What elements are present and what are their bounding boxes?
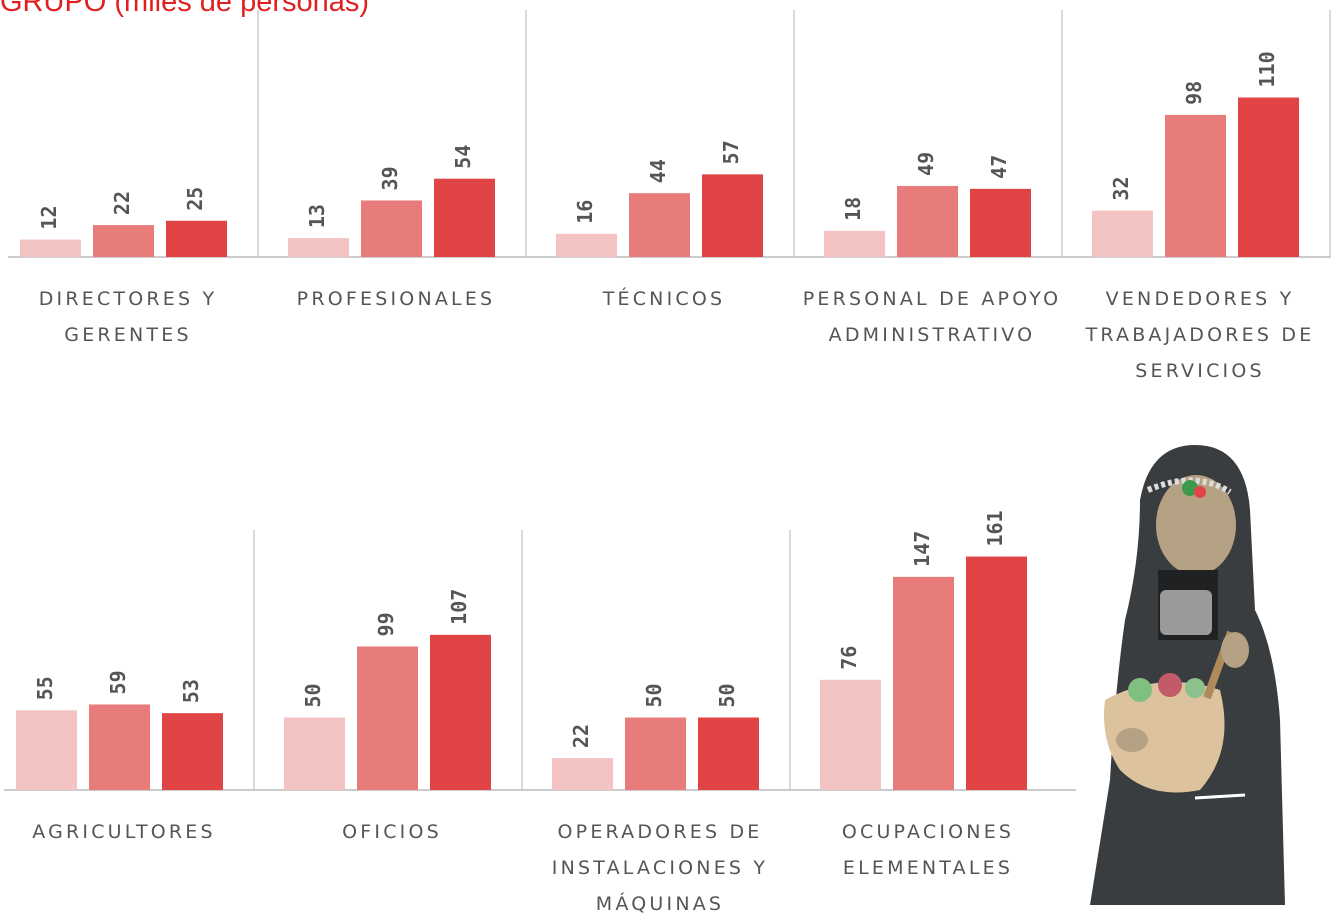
bar	[893, 577, 954, 790]
category-label: AGRICULTORES	[0, 814, 255, 850]
bar	[284, 718, 345, 791]
value-label: 22	[569, 724, 593, 748]
value-label: 13	[305, 204, 329, 228]
bar	[20, 240, 81, 257]
bar	[361, 200, 422, 257]
bar	[970, 189, 1031, 257]
value-label: 76	[837, 646, 861, 670]
chart: 12 22 25 13 39 54 16 44 57 18 49 47 32 98 110 55 59 53 50 9…	[0, 0, 1331, 917]
value-label: 59	[106, 670, 130, 694]
bar	[288, 238, 349, 257]
value-label: 53	[179, 679, 203, 703]
bar	[824, 231, 885, 257]
value-label: 16	[573, 200, 597, 224]
category-label: DIRECTORES Y GERENTES	[0, 281, 259, 353]
bar	[430, 635, 491, 790]
bar	[966, 557, 1027, 790]
bar	[89, 704, 150, 790]
bar	[552, 758, 613, 790]
bar	[166, 221, 227, 257]
value-label: 110	[1255, 51, 1279, 87]
bar	[702, 174, 763, 257]
value-label: 50	[715, 683, 739, 707]
bar	[629, 193, 690, 257]
bar	[897, 186, 958, 257]
category-label: VENDEDORES Y TRABAJADORES DE SERVICIOS	[1069, 281, 1331, 389]
bar	[1092, 211, 1153, 257]
category-label: OCUPACIONES ELEMENTALES	[797, 814, 1059, 886]
value-label: 39	[378, 166, 402, 190]
bar	[357, 646, 418, 790]
value-label: 54	[451, 145, 475, 169]
value-label: 55	[33, 676, 57, 700]
value-label: 47	[987, 155, 1011, 179]
bar	[434, 179, 495, 257]
value-label: 32	[1109, 177, 1133, 201]
value-label: 57	[719, 140, 743, 164]
value-label: 44	[646, 159, 670, 183]
value-label: 22	[110, 191, 134, 215]
page: GRUPO (miles de personas) 12222513395416…	[0, 0, 1331, 917]
value-label: 12	[37, 206, 61, 230]
value-label: 49	[914, 152, 938, 176]
illustration	[1090, 445, 1285, 905]
bar	[162, 713, 223, 790]
category-label: TÉCNICOS	[533, 281, 795, 317]
value-label: 107	[447, 589, 471, 625]
value-label: 99	[374, 612, 398, 636]
value-label: 25	[183, 187, 207, 211]
category-label: OFICIOS	[261, 814, 523, 850]
bar	[1165, 115, 1226, 257]
value-label: 161	[983, 510, 1007, 546]
bar	[1238, 98, 1299, 258]
value-label: 98	[1182, 81, 1206, 105]
category-label: PERSONAL DE APOYO ADMINISTRATIVO	[801, 281, 1063, 353]
value-label: 18	[841, 197, 865, 221]
bar	[556, 234, 617, 257]
value-label: 147	[910, 531, 934, 567]
value-label: 50	[642, 683, 666, 707]
category-label: PROFESIONALES	[265, 281, 527, 317]
bar	[820, 680, 881, 790]
bar	[93, 225, 154, 257]
bar	[625, 718, 686, 791]
bar	[698, 718, 759, 791]
bar	[16, 710, 77, 790]
category-label: OPERADORES DE INSTALACIONES Y MÁQUINAS	[529, 814, 791, 922]
value-label: 50	[301, 683, 325, 707]
